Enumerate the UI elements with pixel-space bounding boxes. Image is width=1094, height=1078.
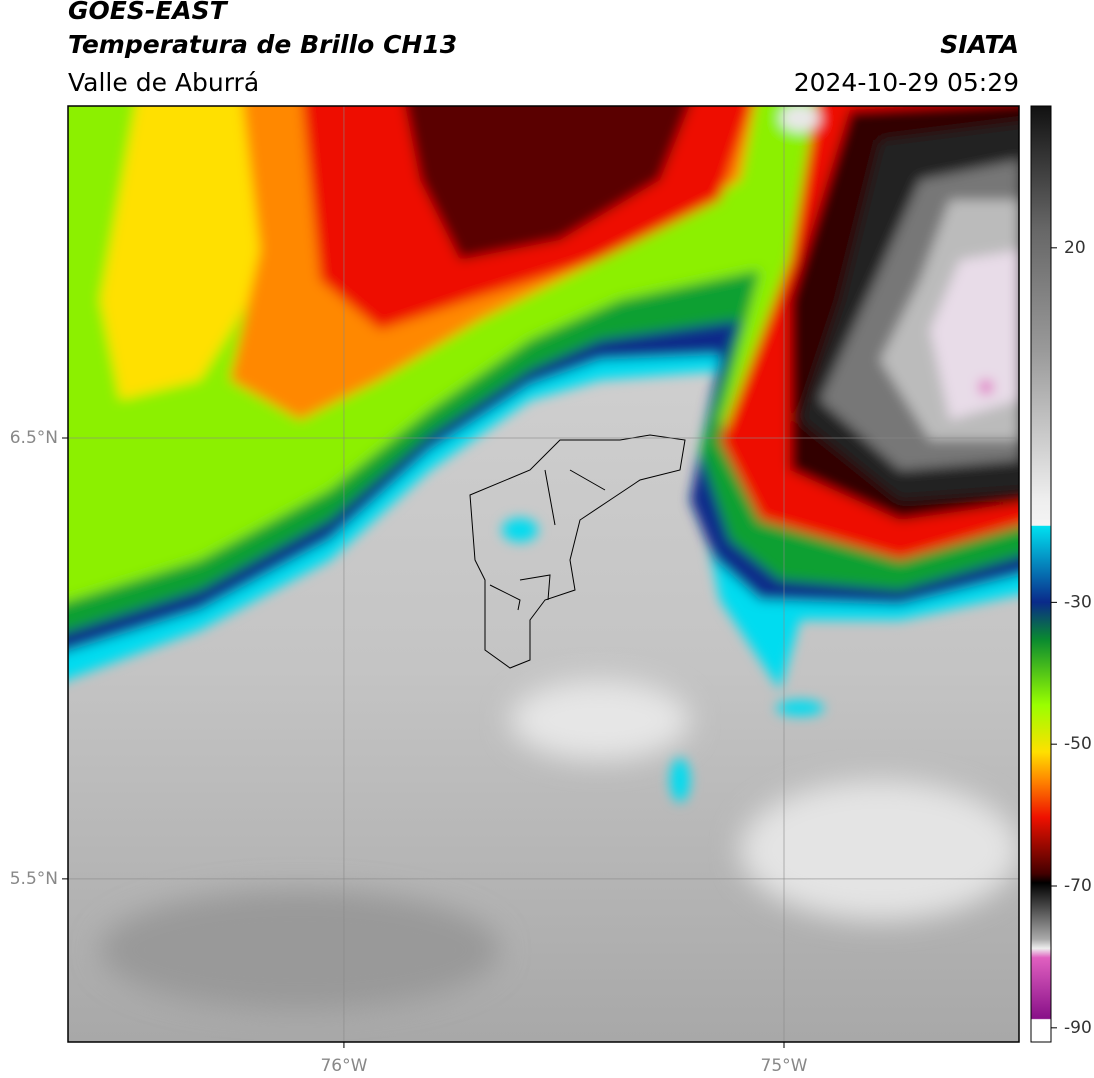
lat-label: 6.5°N [10,428,58,448]
colorbar-label: 20 [1064,238,1086,258]
colorbar-label: -70 [1064,876,1092,896]
satellite-image [68,106,1019,1042]
map-frame [67,105,1020,1043]
datetime: 2024-10-29 05:29 [794,68,1019,97]
colorbar [1030,105,1052,1043]
source: SIATA [940,30,1019,59]
colorbar-label: -50 [1064,734,1092,754]
lat-label: 5.5°N [10,869,58,889]
region: Valle de Aburrá [68,68,259,97]
lon-label: 76°W [320,1056,367,1076]
colorbar-label: -90 [1064,1018,1092,1038]
title: GOES-EAST [68,0,229,25]
lon-label: 75°W [761,1056,808,1076]
colorbar-label: -30 [1064,592,1092,612]
municipal-boundaries [469,434,686,669]
subtitle: Temperatura de Brillo CH13 [68,30,457,59]
